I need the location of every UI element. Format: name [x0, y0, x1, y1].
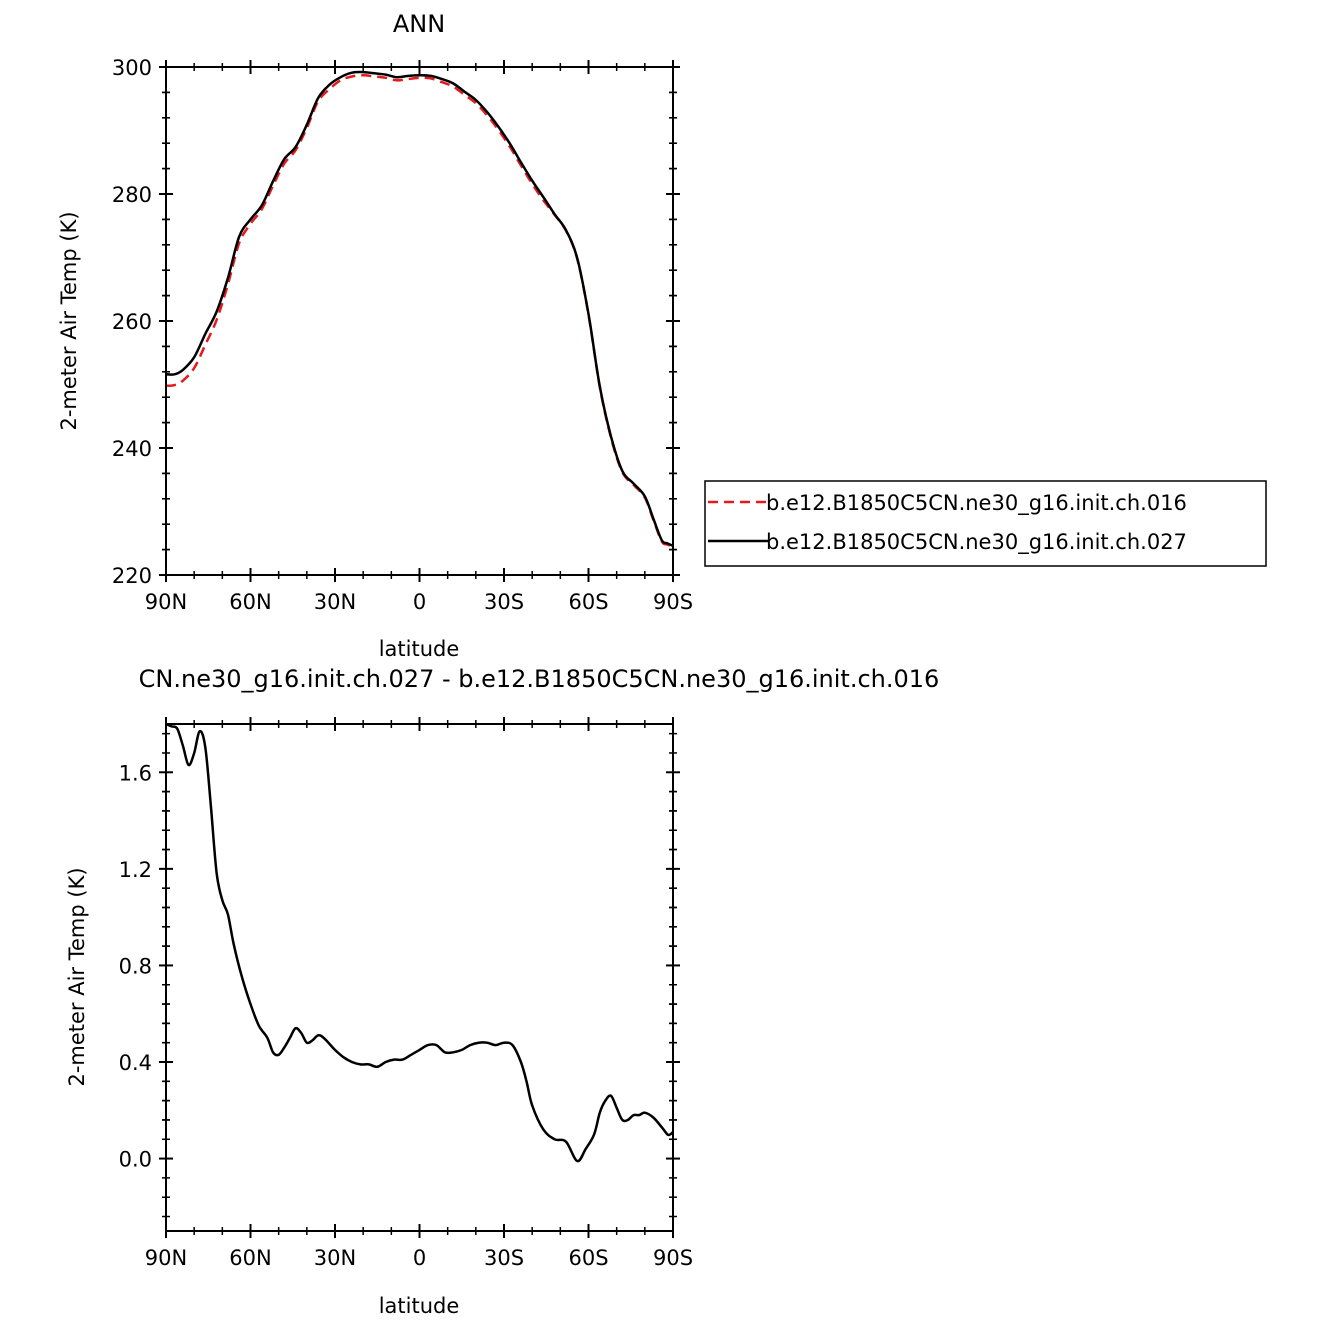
top-plot-frame: [165, 66, 674, 576]
series-line-1-0: [165, 722, 674, 1163]
x-tick-label: 60S: [568, 1246, 608, 1270]
legend-box: [704, 480, 1267, 567]
y-tick-label: 300: [112, 56, 152, 80]
y-tick-label: 0.4: [119, 1051, 152, 1075]
x-tick-label: 30N: [314, 590, 356, 614]
top-chart-title: ANN: [393, 10, 445, 38]
legend-label-ch016: b.e12.B1850C5CN.ne30_g16.init.ch.016: [766, 491, 1187, 516]
top-x-tick-labels: 90N 60N 30N 0 30S 60S 90S: [145, 590, 693, 614]
bottom-x-tick-labels: 90N 60N 30N 0 30S 60S 90S: [145, 1246, 693, 1270]
x-tick-label: 30S: [484, 590, 524, 614]
bottom-y-tick-labels: 0.0 0.4 0.8 1.2 1.6: [119, 761, 152, 1171]
bottom-panel: CN.ne30_g16.init.ch.027 - b.e12.B1850C5C…: [65, 665, 939, 1318]
x-tick-label: 0: [413, 1246, 426, 1270]
series-line-0-0: [165, 74, 674, 548]
series-line-0-1: [165, 70, 674, 547]
top-y-axis-label: 2-meter Air Temp (K): [57, 211, 81, 430]
top-y-tick-labels: 220 240 260 280 300: [112, 56, 152, 588]
x-tick-label: 0: [413, 590, 426, 614]
bottom-y-axis-label: 2-meter Air Temp (K): [65, 867, 89, 1086]
x-tick-label: 30S: [484, 1246, 524, 1270]
x-tick-label: 60N: [229, 1246, 271, 1270]
x-tick-label: 60S: [568, 590, 608, 614]
top-lines: [165, 70, 674, 548]
bottom-chart-title: CN.ne30_g16.init.ch.027 - b.e12.B1850C5C…: [139, 665, 940, 693]
y-tick-label: 0.8: [119, 954, 152, 978]
bottom-lines: [165, 722, 674, 1163]
x-tick-label: 90N: [145, 1246, 187, 1270]
x-tick-label: 90S: [653, 1246, 693, 1270]
bottom-x-axis-label: latitude: [379, 1294, 460, 1318]
bottom-plot-frame: [165, 723, 674, 1232]
y-tick-label: 280: [112, 183, 152, 207]
y-tick-label: 1.2: [119, 858, 152, 882]
x-tick-label: 90S: [653, 590, 693, 614]
y-tick-label: 220: [112, 564, 152, 588]
x-tick-label: 90N: [145, 590, 187, 614]
top-x-axis-label: latitude: [379, 637, 460, 661]
y-tick-label: 1.6: [119, 761, 152, 785]
y-tick-label: 260: [112, 310, 152, 334]
y-tick-label: 0.0: [119, 1148, 152, 1172]
y-tick-label: 240: [112, 437, 152, 461]
x-tick-label: 30N: [314, 1246, 356, 1270]
x-tick-label: 60N: [229, 590, 271, 614]
legend-label-ch027: b.e12.B1850C5CN.ne30_g16.init.ch.027: [766, 530, 1187, 555]
legend: b.e12.B1850C5CN.ne30_g16.init.ch.016 b.e…: [704, 480, 1267, 567]
